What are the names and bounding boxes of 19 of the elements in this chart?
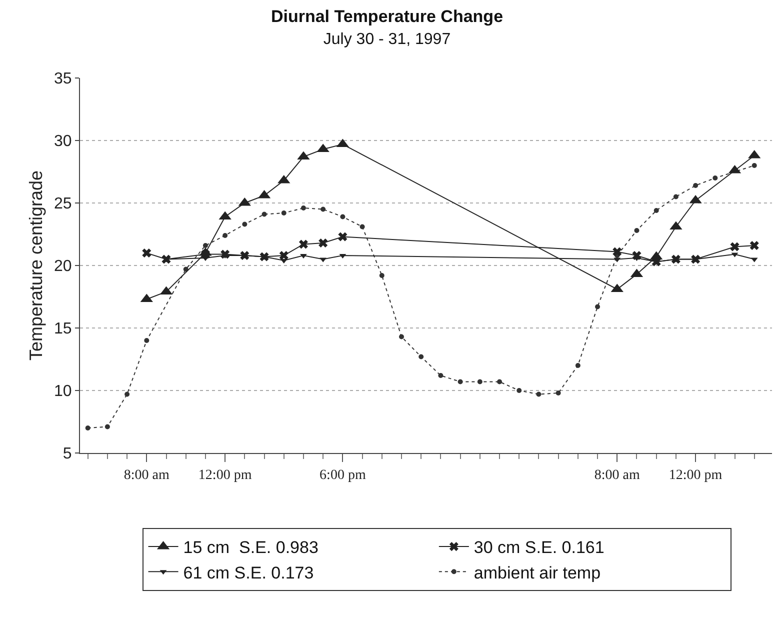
x-tick-label: 12:00 pm [198, 468, 252, 483]
y-tick-label: 30 [54, 133, 72, 150]
y-tick-label: 20 [54, 258, 72, 276]
x-tick-label: 8:00 am [124, 468, 170, 483]
y-axis-title: Temperature centigrade [26, 170, 46, 361]
y-tick-label: 25 [54, 196, 72, 213]
y-tick-label: 15 [54, 320, 72, 338]
y-tick-label: 5 [62, 446, 72, 463]
y-tick-label: 35 [54, 70, 72, 88]
y-tick-label: 10 [54, 383, 72, 400]
legend-label: 61 cm S.E. 0.173 [183, 563, 314, 582]
chart-title: Diurnal Temperature Change [270, 6, 504, 26]
x-tick-label: 8:00 am [594, 468, 640, 483]
legend-label: 30 cm S.E. 0.161 [474, 538, 604, 558]
x-tick-label: 12:00 pm [668, 468, 722, 483]
legend-label: 15 cm S.E. 0.983 [183, 538, 318, 558]
legend-label: ambient air temp [474, 563, 601, 582]
x-tick-label: 6:00 pm [320, 468, 366, 483]
chart-subtitle: July 30 - 31, 1997 [323, 30, 451, 48]
